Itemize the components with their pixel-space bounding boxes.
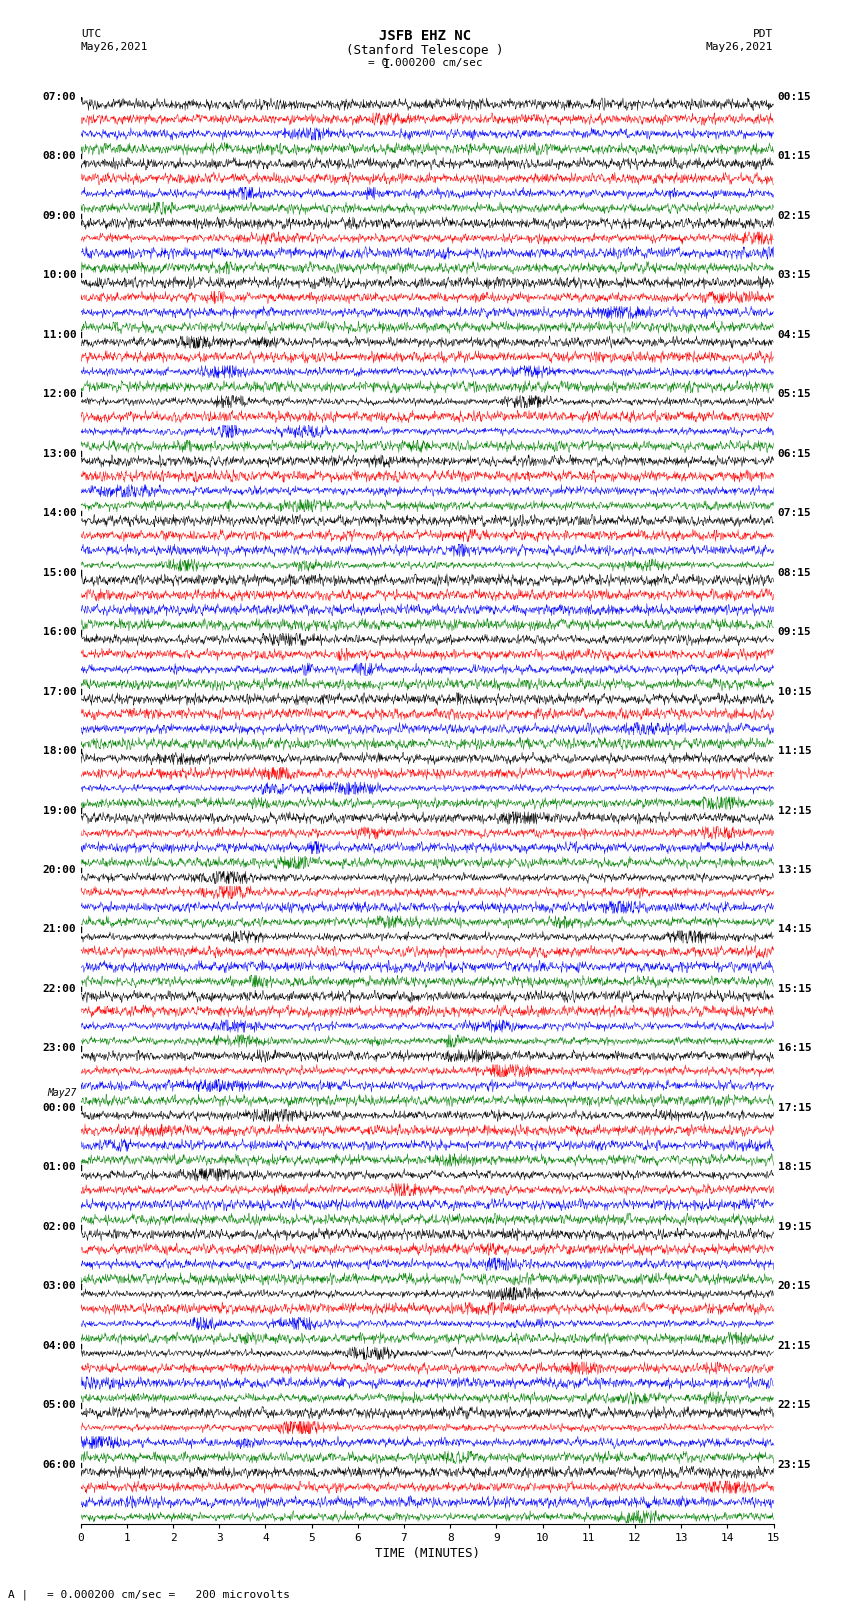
Text: May27: May27 xyxy=(47,1089,76,1098)
Text: 23:15: 23:15 xyxy=(778,1460,812,1469)
Text: 18:00: 18:00 xyxy=(42,747,76,756)
Text: 12:15: 12:15 xyxy=(778,805,812,816)
Text: 15:15: 15:15 xyxy=(778,984,812,994)
Text: 20:15: 20:15 xyxy=(778,1281,812,1292)
Text: 21:00: 21:00 xyxy=(42,924,76,934)
Text: 02:15: 02:15 xyxy=(778,211,812,221)
Text: 08:15: 08:15 xyxy=(778,568,812,577)
Text: 22:00: 22:00 xyxy=(42,984,76,994)
Text: 13:00: 13:00 xyxy=(42,448,76,458)
Text: 10:00: 10:00 xyxy=(42,271,76,281)
Text: 01:15: 01:15 xyxy=(778,152,812,161)
Text: 19:00: 19:00 xyxy=(42,805,76,816)
Text: 20:00: 20:00 xyxy=(42,865,76,874)
Text: 07:15: 07:15 xyxy=(778,508,812,518)
Text: 17:00: 17:00 xyxy=(42,687,76,697)
Text: 00:15: 00:15 xyxy=(778,92,812,102)
Text: May26,2021: May26,2021 xyxy=(706,42,774,52)
Text: 14:00: 14:00 xyxy=(42,508,76,518)
Text: (Stanford Telescope ): (Stanford Telescope ) xyxy=(346,44,504,56)
Text: 04:15: 04:15 xyxy=(778,329,812,340)
Text: 12:00: 12:00 xyxy=(42,389,76,398)
Text: = 0.000200 cm/sec: = 0.000200 cm/sec xyxy=(367,58,483,68)
Text: 22:15: 22:15 xyxy=(778,1400,812,1410)
Text: 14:15: 14:15 xyxy=(778,924,812,934)
Text: 06:00: 06:00 xyxy=(42,1460,76,1469)
Text: 07:00: 07:00 xyxy=(42,92,76,102)
Text: 11:00: 11:00 xyxy=(42,329,76,340)
Text: 19:15: 19:15 xyxy=(778,1223,812,1232)
X-axis label: TIME (MINUTES): TIME (MINUTES) xyxy=(375,1547,479,1560)
Text: 16:15: 16:15 xyxy=(778,1044,812,1053)
Text: 03:00: 03:00 xyxy=(42,1281,76,1292)
Text: A |: A | xyxy=(8,1589,29,1600)
Text: 00:00: 00:00 xyxy=(42,1103,76,1113)
Text: UTC: UTC xyxy=(81,29,101,39)
Text: 01:00: 01:00 xyxy=(42,1163,76,1173)
Text: 02:00: 02:00 xyxy=(42,1223,76,1232)
Text: 08:00: 08:00 xyxy=(42,152,76,161)
Text: 05:15: 05:15 xyxy=(778,389,812,398)
Text: = 0.000200 cm/sec =   200 microvolts: = 0.000200 cm/sec = 200 microvolts xyxy=(47,1590,290,1600)
Text: 10:15: 10:15 xyxy=(778,687,812,697)
Text: 09:15: 09:15 xyxy=(778,627,812,637)
Text: JSFB EHZ NC: JSFB EHZ NC xyxy=(379,29,471,44)
Text: PDT: PDT xyxy=(753,29,774,39)
Text: 04:00: 04:00 xyxy=(42,1340,76,1350)
Text: 16:00: 16:00 xyxy=(42,627,76,637)
Text: 17:15: 17:15 xyxy=(778,1103,812,1113)
Text: 21:15: 21:15 xyxy=(778,1340,812,1350)
Text: 06:15: 06:15 xyxy=(778,448,812,458)
Text: 18:15: 18:15 xyxy=(778,1163,812,1173)
Text: 23:00: 23:00 xyxy=(42,1044,76,1053)
Text: I: I xyxy=(383,58,390,71)
Text: 05:00: 05:00 xyxy=(42,1400,76,1410)
Text: 03:15: 03:15 xyxy=(778,271,812,281)
Text: 13:15: 13:15 xyxy=(778,865,812,874)
Text: 15:00: 15:00 xyxy=(42,568,76,577)
Text: 09:00: 09:00 xyxy=(42,211,76,221)
Text: 11:15: 11:15 xyxy=(778,747,812,756)
Text: May26,2021: May26,2021 xyxy=(81,42,148,52)
